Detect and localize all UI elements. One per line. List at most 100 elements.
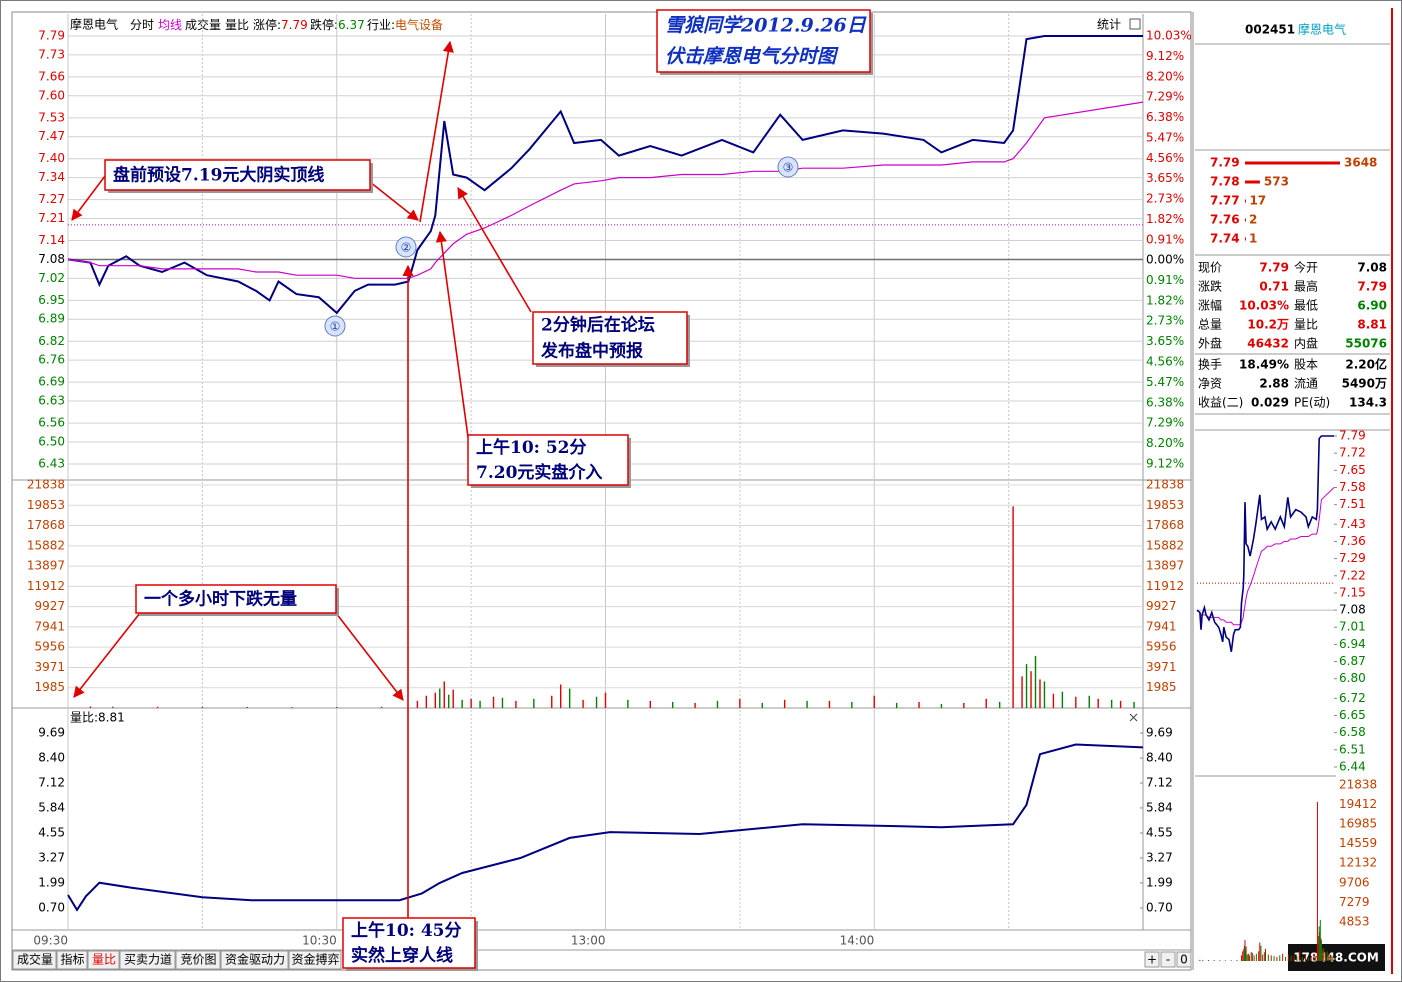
stat-value: 10.03% bbox=[1239, 299, 1289, 313]
tab-label[interactable]: 资金驱动力 bbox=[225, 952, 285, 967]
close-icon[interactable] bbox=[1129, 713, 1138, 722]
x-tick-label: 10:30 bbox=[302, 934, 337, 948]
order-price: 7.79 bbox=[1210, 156, 1240, 170]
toolbar-item[interactable]: 跌停:6.37 bbox=[310, 17, 365, 32]
quote-name: 摩恩电气 bbox=[1298, 22, 1346, 37]
y2-tick-label: 1.82% bbox=[1146, 212, 1184, 226]
mini-tick-label: 6.87 bbox=[1339, 654, 1366, 668]
x-tick-label: 09:30 bbox=[33, 934, 68, 948]
price-line bbox=[67, 101, 1144, 279]
stat-value: 8.81 bbox=[1357, 318, 1387, 332]
y-tick-label: 7.73 bbox=[38, 47, 65, 61]
marker-circle bbox=[777, 156, 799, 178]
mini-tick-label: 6.65 bbox=[1339, 708, 1366, 722]
mini-tick-label: 7.01 bbox=[1339, 620, 1366, 634]
stat-label: PE(动) bbox=[1294, 396, 1330, 410]
annotation-box bbox=[656, 9, 871, 73]
mini-tick-label: 7.58 bbox=[1339, 480, 1366, 494]
toolbar-label[interactable]: 量比 bbox=[225, 18, 249, 32]
mini-line bbox=[1196, 435, 1334, 652]
mini-volume-tick-label: 7279 bbox=[1339, 895, 1370, 909]
stat-value: 55076 bbox=[1345, 337, 1387, 351]
tab[interactable] bbox=[56, 950, 88, 970]
y2-tick-label: 7.29% bbox=[1146, 90, 1184, 104]
tab-label[interactable]: 成交量 bbox=[17, 952, 53, 967]
stats-button[interactable]: 统计 bbox=[1097, 18, 1121, 32]
toolbar-item[interactable]: 分时 bbox=[130, 18, 154, 32]
y-tick-label: 3.27 bbox=[38, 850, 65, 864]
y-tick-label-right: 7.12 bbox=[1146, 776, 1173, 790]
stat-value: 10.2万 bbox=[1247, 318, 1289, 332]
stat-value: 7.79 bbox=[1259, 261, 1289, 275]
tab-label[interactable]: 买卖力道 bbox=[124, 953, 172, 967]
stat-value: 6.90 bbox=[1357, 299, 1387, 313]
y-tick-label-right: 9.69 bbox=[1146, 726, 1173, 740]
y-tick-label: 6.89 bbox=[38, 312, 65, 326]
tab-label[interactable]: 资金搏弈 bbox=[291, 952, 339, 967]
y2-tick-label: 6.38% bbox=[1146, 395, 1184, 409]
toolbar-value[interactable]: 7.79 bbox=[281, 18, 308, 32]
button-label[interactable]: - bbox=[1166, 953, 1170, 967]
button-label[interactable]: 0 bbox=[1180, 953, 1188, 967]
y2-tick-label: 9.12% bbox=[1146, 457, 1184, 471]
y-tick-label-right: 11912 bbox=[1146, 579, 1184, 593]
toolbar-label[interactable]: 跌停: bbox=[310, 17, 338, 32]
toolbar-label[interactable]: 分时 bbox=[130, 18, 154, 32]
toolbar-label[interactable]: 均线 bbox=[158, 18, 182, 32]
toolbar-item[interactable]: 行业:电气设备 bbox=[367, 17, 443, 32]
toolbar-item[interactable]: 均线 bbox=[158, 18, 182, 32]
toolbar-label[interactable]: 涨停: bbox=[253, 17, 281, 32]
toolbar-item[interactable]: 量比 bbox=[225, 18, 249, 32]
y2-tick-label: 1.82% bbox=[1146, 293, 1184, 307]
tab-label[interactable]: 竞价图 bbox=[180, 953, 216, 967]
stat-value: 2.20亿 bbox=[1345, 357, 1387, 372]
annotation-text: 7.20元实盘介入 bbox=[476, 462, 602, 483]
y2-tick-label: 0.91% bbox=[1146, 273, 1184, 287]
y-tick-label: 17868 bbox=[27, 518, 65, 532]
mini-tick-label: 7.29 bbox=[1339, 551, 1366, 565]
button-label[interactable]: + bbox=[1147, 953, 1157, 967]
y-tick-label-right: 1.99 bbox=[1146, 875, 1173, 889]
order-price: 7.74 bbox=[1210, 232, 1240, 246]
tab[interactable] bbox=[220, 950, 289, 970]
button[interactable] bbox=[1176, 951, 1192, 968]
quote-code: 002451 bbox=[1245, 23, 1295, 37]
tab-label[interactable]: 量比 bbox=[92, 953, 116, 967]
stat-value: 7.08 bbox=[1357, 261, 1387, 275]
tab[interactable] bbox=[288, 950, 342, 970]
mini-tick-label: 7.79 bbox=[1339, 429, 1366, 443]
toolbar-label[interactable]: 行业: bbox=[367, 18, 395, 32]
y2-tick-label: 2.73% bbox=[1146, 192, 1184, 206]
toolbar-item[interactable]: 涨停:7.79 bbox=[253, 17, 308, 32]
annotation-box bbox=[104, 159, 371, 191]
y-tick-label: 7.47 bbox=[38, 129, 65, 143]
y2-tick-label: 3.65% bbox=[1146, 171, 1184, 185]
marker-circle bbox=[324, 315, 346, 337]
button[interactable] bbox=[1144, 951, 1160, 968]
stat-value: 0.71 bbox=[1259, 280, 1289, 294]
y-tick-label-right: 21838 bbox=[1146, 478, 1184, 492]
price-line bbox=[67, 35, 1143, 315]
tab-label[interactable]: 指标 bbox=[60, 952, 84, 967]
order-bar bbox=[1245, 180, 1260, 184]
button[interactable] bbox=[1160, 951, 1176, 968]
marker: ③ bbox=[783, 161, 794, 175]
mini-volume-tick-label: 4853 bbox=[1339, 914, 1370, 928]
tab[interactable] bbox=[119, 950, 176, 970]
tab[interactable] bbox=[175, 950, 221, 970]
annotation-text: 上午10: 45分 bbox=[351, 920, 462, 941]
y-tick-label: 5956 bbox=[34, 640, 65, 654]
tab[interactable] bbox=[12, 950, 57, 970]
annotation-arrow bbox=[335, 612, 404, 701]
y2-tick-label: 8.20% bbox=[1146, 436, 1184, 450]
toolbar-value[interactable]: 电气设备 bbox=[395, 17, 443, 32]
toolbar-label[interactable]: 成交量 bbox=[185, 17, 221, 32]
stats-icon[interactable] bbox=[1129, 18, 1141, 30]
tab[interactable] bbox=[87, 950, 120, 970]
order-bar bbox=[1245, 237, 1246, 241]
stat-label: 股本 bbox=[1294, 358, 1318, 372]
price-line bbox=[67, 743, 1144, 912]
toolbar-value[interactable]: 6.37 bbox=[338, 18, 365, 32]
y-tick-label: 7.14 bbox=[38, 233, 65, 247]
toolbar-item[interactable]: 成交量 bbox=[185, 17, 221, 32]
